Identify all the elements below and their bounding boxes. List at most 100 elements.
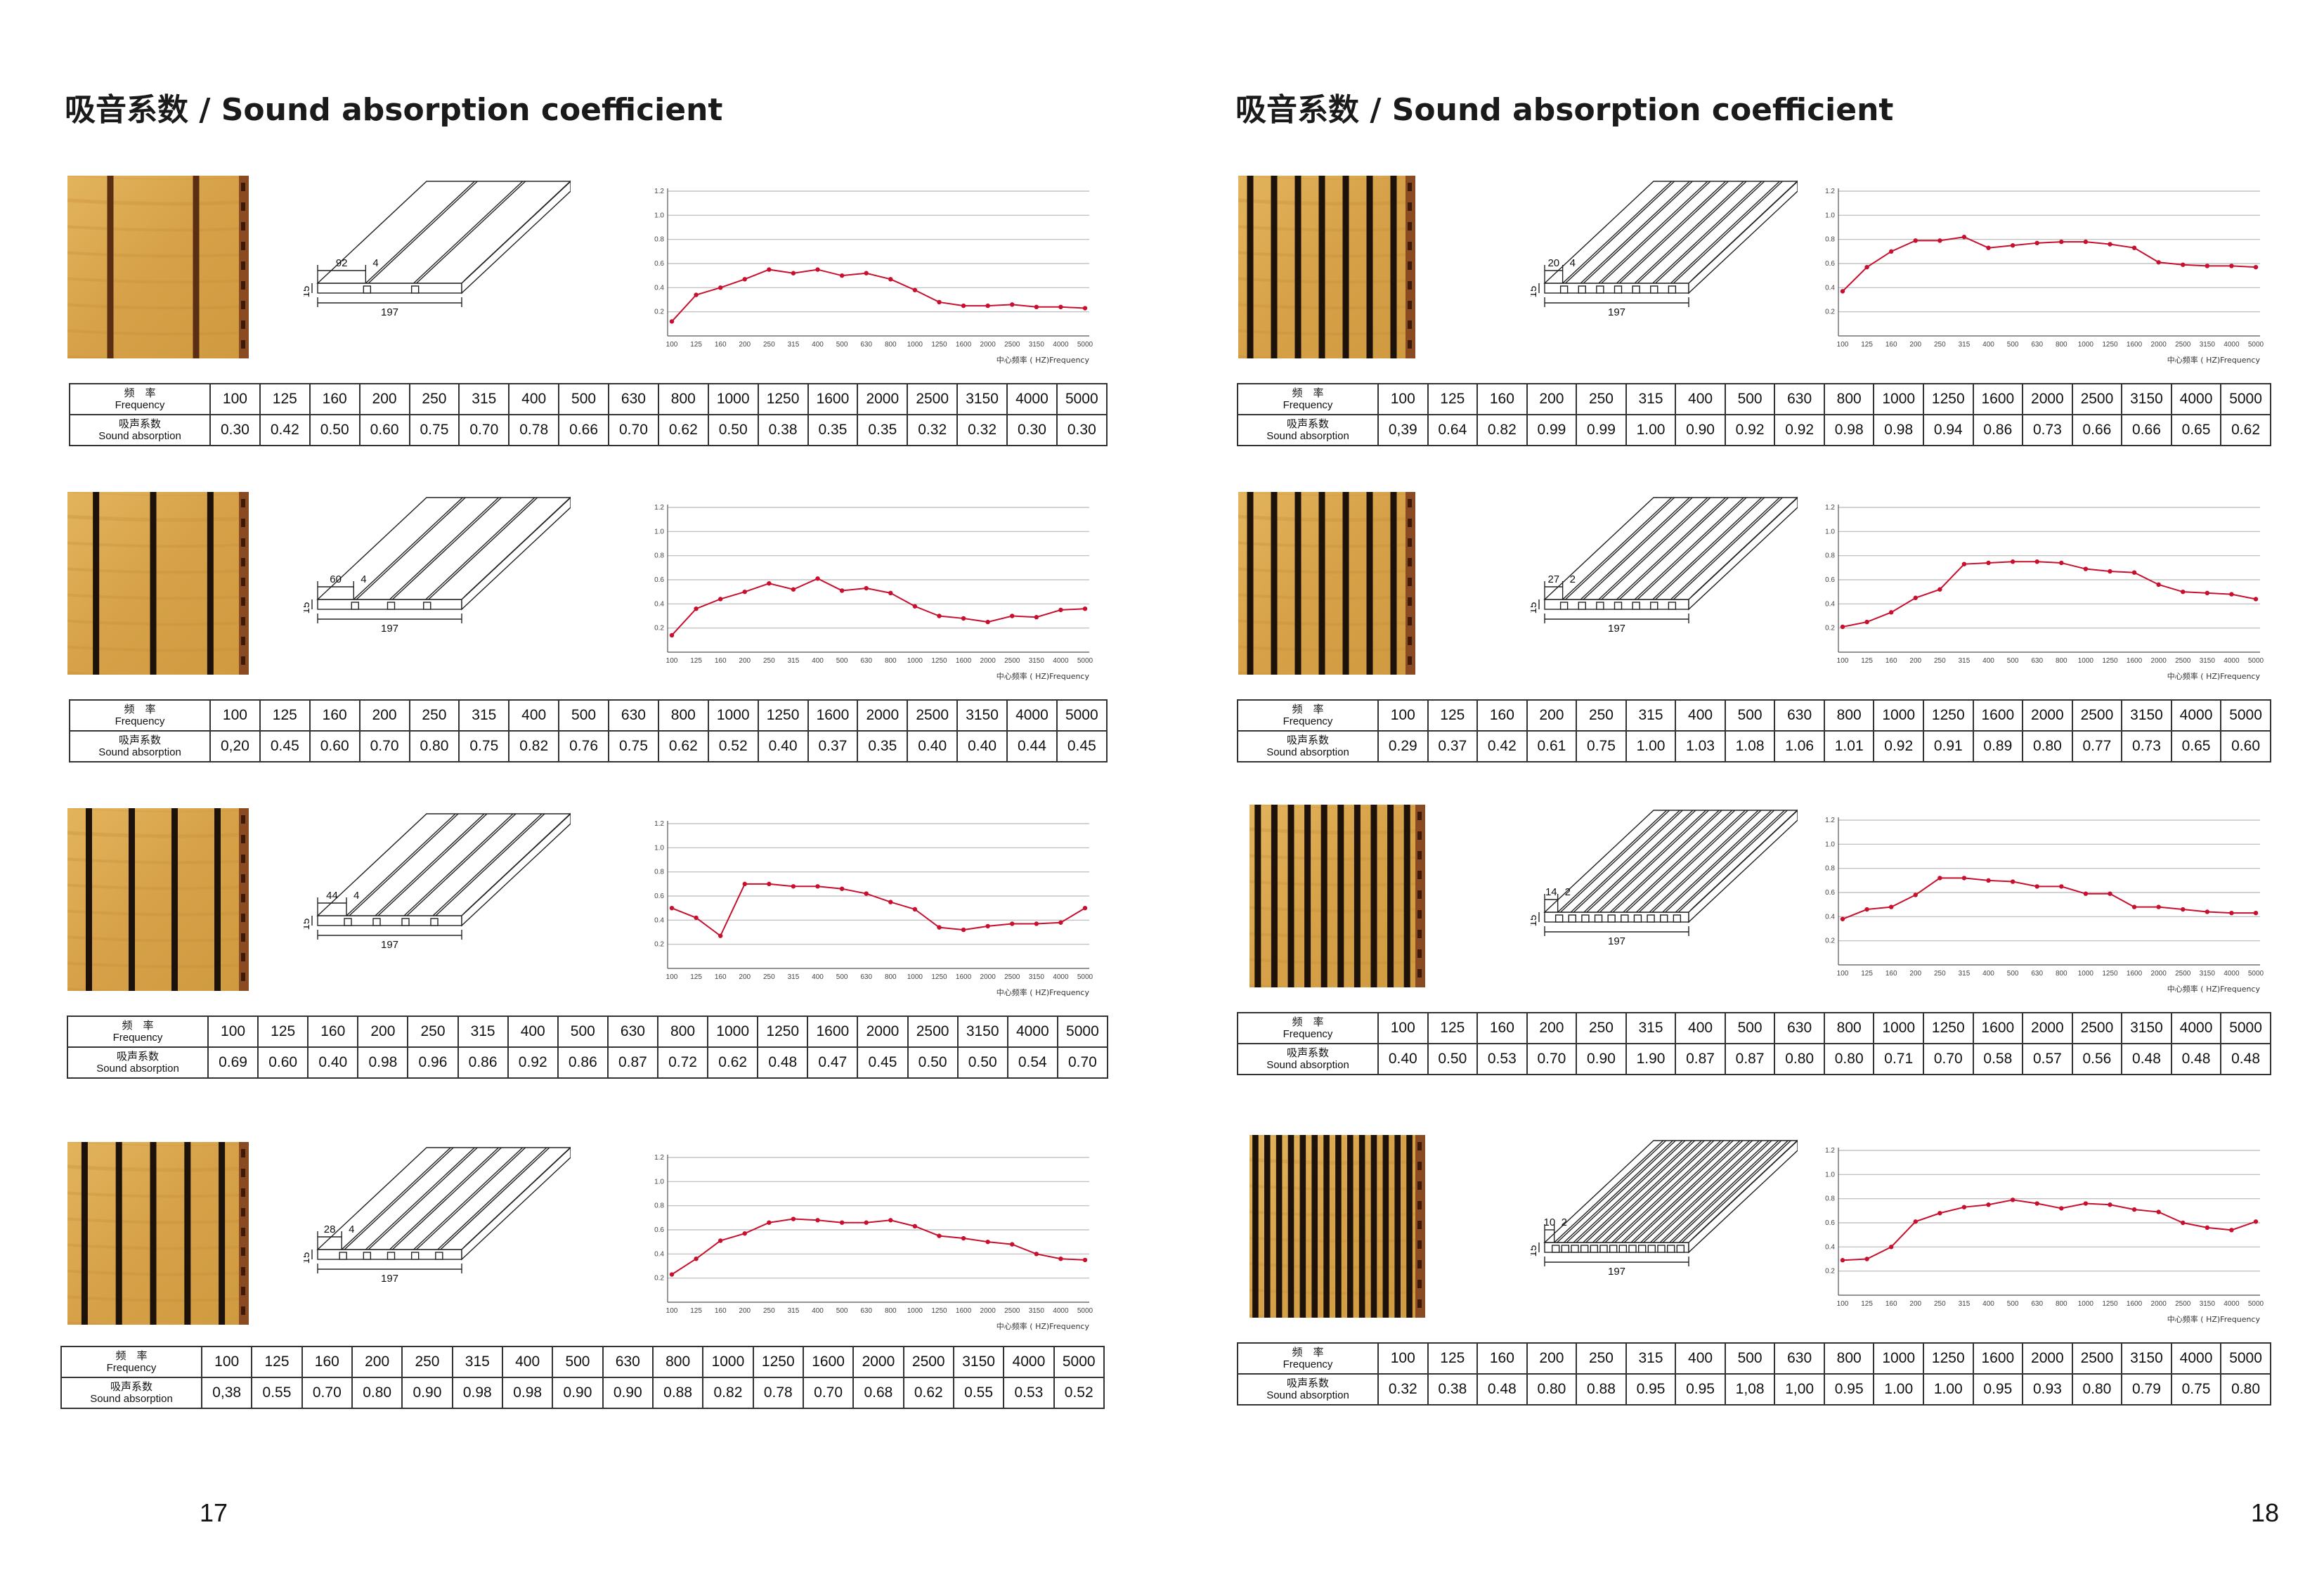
frequency-cell: 315 bbox=[458, 699, 510, 732]
absorption-cell: 0.32 bbox=[907, 414, 959, 446]
frequency-cell: 250 bbox=[1576, 699, 1627, 732]
data-point bbox=[937, 1233, 942, 1238]
x-tick-label: 630 bbox=[2031, 1300, 2043, 1308]
data-point bbox=[2108, 242, 2112, 247]
absorption-header: 吸声系数 Sound absorption bbox=[60, 1377, 202, 1409]
swatch-container bbox=[67, 1142, 249, 1325]
diagram-container: 10 2 15 197 bbox=[1531, 1138, 1798, 1300]
absorption-cell: 0.98 bbox=[1823, 414, 1875, 446]
data-point bbox=[1864, 907, 1869, 912]
absorption-label-zh: 吸声系数 bbox=[1286, 417, 1329, 430]
frequency-cell: 125 bbox=[251, 1346, 303, 1378]
x-tick-label: 1250 bbox=[931, 341, 947, 349]
data-point bbox=[2108, 569, 2112, 574]
x-tick-label: 800 bbox=[2056, 970, 2067, 978]
frequency-cell: 630 bbox=[1774, 383, 1825, 415]
frequency-header: 频 率 Frequency bbox=[1237, 1012, 1379, 1044]
absorption-cell: 0.48 bbox=[757, 1046, 809, 1079]
frequency-cell: 200 bbox=[358, 699, 410, 732]
x-tick-label: 160 bbox=[1885, 341, 1897, 349]
data-point bbox=[2229, 910, 2234, 916]
frequency-cell: 1250 bbox=[757, 1015, 809, 1048]
frequency-cell: 2500 bbox=[2071, 1342, 2123, 1375]
frequency-cell: 100 bbox=[207, 1015, 259, 1048]
dimension-label-a: 14 bbox=[1545, 886, 1557, 898]
x-tick-label: 630 bbox=[2031, 341, 2043, 349]
absorption-cell: 0.66 bbox=[2121, 414, 2172, 446]
frequency-cell: 250 bbox=[1576, 1012, 1627, 1044]
absorption-cell: 1.06 bbox=[1774, 730, 1825, 762]
data-point bbox=[791, 587, 796, 592]
absorption-cell: 0.37 bbox=[807, 730, 859, 762]
panel-profile-diagram: 28 4 15 197 bbox=[304, 1146, 571, 1285]
absorption-cell: 0.40 bbox=[956, 730, 1008, 762]
frequency-cell: 5000 bbox=[2220, 383, 2271, 415]
y-tick-label: 0.6 bbox=[654, 1226, 664, 1234]
frequency-cell: 2500 bbox=[907, 699, 959, 732]
absorption-cell: 1.00 bbox=[1923, 1373, 1974, 1406]
y-tick-label: 0.2 bbox=[654, 309, 664, 316]
frequency-cell: 200 bbox=[1526, 1012, 1578, 1044]
data-point bbox=[2229, 592, 2234, 597]
frequency-cell: 500 bbox=[1724, 383, 1776, 415]
x-tick-label: 125 bbox=[1861, 1300, 1873, 1308]
absorption-cell: 0.98 bbox=[451, 1377, 503, 1409]
absorption-cell: 0,20 bbox=[209, 730, 261, 762]
absorption-cell: 0.96 bbox=[407, 1046, 459, 1079]
absorption-cell: 0.86 bbox=[457, 1046, 509, 1079]
data-point bbox=[1010, 1242, 1015, 1247]
x-axis-caption: 中心频率 ( HZ)Frequency bbox=[997, 671, 1090, 681]
frequency-cell: 1600 bbox=[1972, 1012, 2024, 1044]
absorption-cell: 0.45 bbox=[1056, 730, 1108, 762]
absorption-cell: 0.98 bbox=[501, 1377, 554, 1409]
absorption-cell: 1,08 bbox=[1724, 1373, 1776, 1406]
absorption-header: 吸声系数 Sound absorption bbox=[1237, 730, 1379, 762]
frequency-cell: 500 bbox=[1724, 1012, 1776, 1044]
frequency-row: 频 率 Frequency 100 125 160 200 250 315 400 500 630 8… bbox=[67, 1015, 1108, 1048]
data-point bbox=[2253, 597, 2259, 602]
frequency-label-zh: 频 率 bbox=[122, 1019, 154, 1032]
data-point bbox=[1913, 893, 1918, 897]
dimension-label-a: 10 bbox=[1543, 1216, 1555, 1228]
x-tick-label: 100 bbox=[666, 1307, 678, 1315]
x-tick-label: 2000 bbox=[2151, 657, 2167, 665]
x-tick-label: 800 bbox=[2056, 1300, 2067, 1308]
x-tick-label: 500 bbox=[836, 341, 848, 349]
frequency-cell: 160 bbox=[1476, 383, 1528, 415]
dimension-label-a: 44 bbox=[326, 890, 338, 902]
data-point bbox=[669, 632, 675, 638]
x-tick-label: 500 bbox=[2007, 657, 2019, 665]
dimension-label-w: 197 bbox=[1608, 1266, 1625, 1278]
data-point bbox=[2083, 566, 2089, 571]
x-tick-label: 125 bbox=[690, 1307, 702, 1315]
dimension-label-t: 15 bbox=[304, 602, 312, 614]
y-tick-label: 0.4 bbox=[654, 1250, 664, 1258]
x-tick-label: 200 bbox=[1909, 1300, 1921, 1308]
page-number: 18 bbox=[2251, 1498, 2280, 1527]
data-point bbox=[2010, 559, 2015, 564]
absorption-label-zh: 吸声系数 bbox=[1286, 1046, 1329, 1059]
frequency-cell: 500 bbox=[557, 1015, 609, 1048]
diagram-container: 14 2 15 197 bbox=[1531, 808, 1798, 970]
x-tick-label: 1000 bbox=[907, 973, 923, 981]
frequency-cell: 5000 bbox=[2220, 1342, 2271, 1375]
x-tick-label: 4000 bbox=[2224, 1300, 2240, 1308]
chart-container: 0.2 0.4 0.6 0.8 1.0 1.2 100 125 160 200 250 315 400 5… bbox=[1819, 812, 2268, 1005]
frequency-cell: 500 bbox=[552, 1346, 604, 1378]
frequency-cell: 400 bbox=[1675, 1012, 1726, 1044]
y-tick-label: 1.0 bbox=[1825, 212, 1835, 219]
frequency-cell: 100 bbox=[209, 699, 261, 732]
absorption-table: 频 率 Frequency 100 125 160 200 250 315 400 500 630 8… bbox=[1237, 1342, 2271, 1406]
absorption-cell: 1.90 bbox=[1625, 1043, 1677, 1075]
x-tick-label: 400 bbox=[812, 657, 824, 665]
wood-panel-swatch bbox=[67, 808, 249, 991]
y-tick-label: 0.8 bbox=[654, 552, 664, 560]
y-tick-label: 0.6 bbox=[1825, 260, 1835, 268]
data-point bbox=[2108, 1202, 2112, 1207]
data-point bbox=[985, 619, 990, 625]
absorption-cell: 0.64 bbox=[1427, 414, 1479, 446]
frequency-cell: 1250 bbox=[752, 1346, 804, 1378]
x-tick-label: 160 bbox=[715, 341, 727, 349]
dimension-label-a: 20 bbox=[1547, 257, 1559, 269]
x-tick-label: 100 bbox=[666, 973, 678, 981]
